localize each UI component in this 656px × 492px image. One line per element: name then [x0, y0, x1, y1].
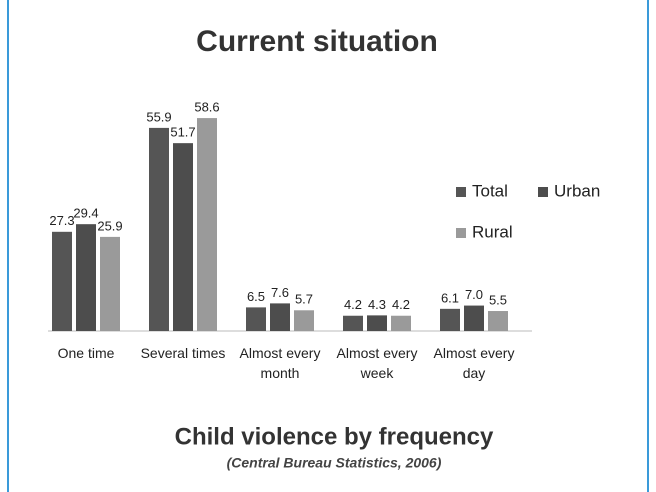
data-label: 58.6	[194, 100, 219, 115]
legend-swatch	[456, 228, 466, 238]
data-label: 51.7	[170, 125, 195, 140]
data-label: 7.6	[271, 285, 289, 300]
bar	[76, 224, 96, 331]
chart-subtitle: Child violence by frequency	[175, 423, 494, 450]
data-label: 5.7	[295, 292, 313, 307]
bar	[464, 305, 484, 331]
bar	[197, 118, 217, 331]
bar	[270, 303, 290, 331]
legend-label: Total	[472, 181, 508, 200]
bar	[343, 315, 363, 331]
data-label: 4.3	[368, 297, 386, 312]
bar	[294, 310, 314, 331]
data-label: 6.5	[247, 289, 265, 304]
data-label: 4.2	[392, 297, 410, 312]
bar	[440, 308, 460, 331]
legend-swatch	[538, 187, 548, 197]
data-label: 7.0	[465, 287, 483, 302]
bar	[100, 236, 120, 331]
data-label: 55.9	[146, 109, 171, 124]
bar	[246, 307, 266, 331]
chart-title: Current situation	[196, 25, 438, 58]
legend-swatch	[456, 187, 466, 197]
data-label: 27.3	[49, 213, 74, 228]
legend-label: Rural	[472, 222, 513, 241]
x-tick-label: Almost every week	[336, 345, 418, 381]
x-tick-label: Several times	[140, 345, 226, 361]
data-label: 25.9	[97, 218, 122, 233]
x-tick-label: One time	[57, 345, 115, 361]
bar	[488, 311, 508, 331]
data-label: 4.2	[344, 297, 362, 312]
bar	[149, 127, 169, 331]
legend-label: Urban	[554, 181, 600, 200]
data-label: 5.5	[489, 292, 507, 307]
data-label: 6.1	[441, 290, 459, 305]
data-label: 29.4	[73, 206, 98, 221]
bar	[52, 231, 72, 331]
bar	[367, 315, 387, 331]
chart-source: (Central Bureau Statistics, 2006)	[227, 455, 442, 471]
bar	[391, 315, 411, 331]
bar	[173, 143, 193, 331]
x-tick-label: Almost every month	[239, 345, 321, 381]
x-tick-label: Almost every day	[433, 345, 515, 381]
